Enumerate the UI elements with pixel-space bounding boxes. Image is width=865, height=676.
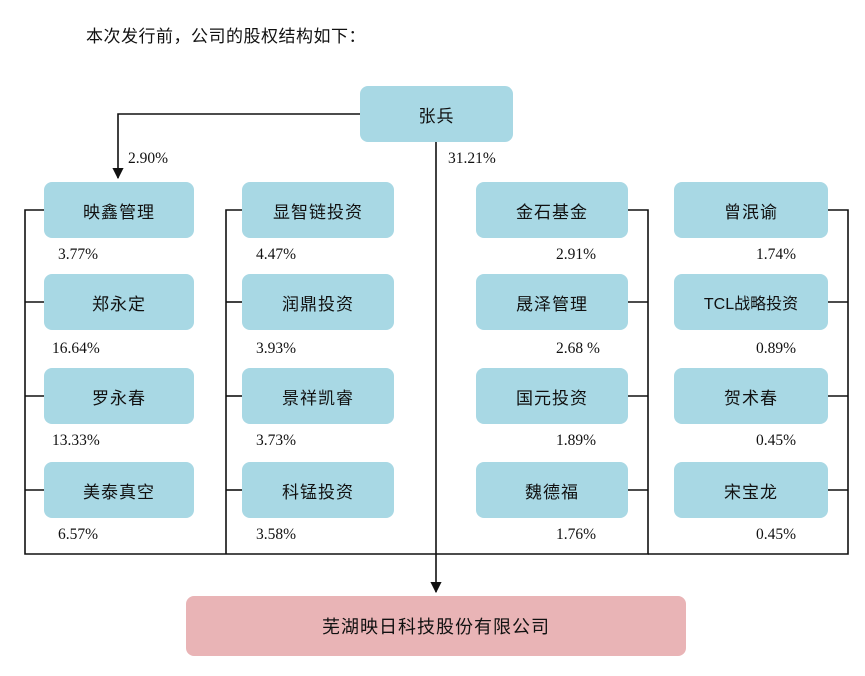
shareholder-name: 映鑫管理 (83, 202, 155, 223)
shareholder-box: TCL战略投资 (674, 274, 828, 330)
controller-to-yingxin-line (112, 113, 360, 180)
shareholder-name: 美泰真空 (83, 482, 155, 503)
shareholder-pct: 0.45% (756, 432, 797, 449)
company-name: 芜湖映日科技股份有限公司 (322, 617, 550, 638)
controller-yingxin-pct: 2.90% (128, 150, 169, 167)
shareholder-pct: 1.89% (556, 432, 597, 449)
shareholder-box: 美泰真空 (44, 462, 194, 518)
company-box: 芜湖映日科技股份有限公司 (186, 596, 686, 656)
shareholder-name: 曾泯谕 (724, 202, 778, 223)
shareholder-box: 科锰投资 (242, 462, 394, 518)
shareholder-box: 国元投资 (476, 368, 628, 424)
shareholder-pct: 1.76% (556, 526, 597, 543)
shareholder-box: 曾泯谕 (674, 182, 828, 238)
shareholder-pct: 3.73% (256, 432, 297, 449)
shareholder-name: 宋宝龙 (724, 482, 778, 503)
shareholder-name: 郑永定 (92, 294, 146, 315)
shareholder-box: 宋宝龙 (674, 462, 828, 518)
shareholder-name: 魏德福 (525, 482, 579, 503)
shareholder-box: 罗永春 (44, 368, 194, 424)
shareholder-name: 国元投资 (516, 388, 588, 409)
shareholder-box: 景祥凯睿 (242, 368, 394, 424)
shareholder-box: 润鼎投资 (242, 274, 394, 330)
shareholder-pct: 3.93% (256, 340, 297, 357)
shareholder-name: 润鼎投资 (282, 294, 354, 315)
shareholder-name: 贺术春 (724, 388, 778, 409)
shareholder-pct: 0.45% (756, 526, 797, 543)
bracket-col3 (436, 209, 649, 555)
shareholder-box: 映鑫管理 (44, 182, 194, 238)
bracket-col2 (225, 209, 242, 554)
shareholder-name: 景祥凯睿 (282, 388, 354, 409)
controller-name: 张兵 (418, 106, 455, 127)
shareholder-pct: 16.64% (52, 340, 100, 357)
controller-box: 张兵 (360, 86, 513, 142)
bracket-col4 (648, 209, 849, 555)
shareholder-name: 晟泽管理 (516, 294, 588, 315)
shareholder-pct: 0.89% (756, 340, 797, 357)
controller-direct-pct: 31.21% (448, 150, 496, 167)
shareholder-name: 科锰投资 (282, 482, 354, 503)
shareholder-box: 郑永定 (44, 274, 194, 330)
shareholder-box: 晟泽管理 (476, 274, 628, 330)
shareholder-box: 显智链投资 (242, 182, 394, 238)
shareholder-pct: 1.74% (756, 246, 797, 263)
bracket-col1 (24, 209, 436, 555)
shareholder-pct: 4.47% (256, 246, 297, 263)
shareholder-pct: 3.58% (256, 526, 297, 543)
shareholder-name: 罗永春 (92, 388, 146, 409)
shareholder-box: 金石基金 (476, 182, 628, 238)
shareholder-name: TCL战略投资 (703, 296, 799, 313)
intro-text: 本次发行前，公司的股权结构如下： (86, 27, 366, 47)
shareholder-name: 显智链投资 (273, 202, 363, 223)
shareholder-pct: 2.91% (556, 246, 597, 263)
shareholder-box: 魏德福 (476, 462, 628, 518)
shareholder-pct: 2.68 % (556, 340, 600, 357)
shareholder-box: 贺术春 (674, 368, 828, 424)
shareholder-pct: 6.57% (58, 526, 99, 543)
shareholder-name: 金石基金 (516, 202, 588, 223)
shareholder-pct: 3.77% (58, 246, 99, 263)
shareholder-pct: 13.33% (52, 432, 100, 449)
